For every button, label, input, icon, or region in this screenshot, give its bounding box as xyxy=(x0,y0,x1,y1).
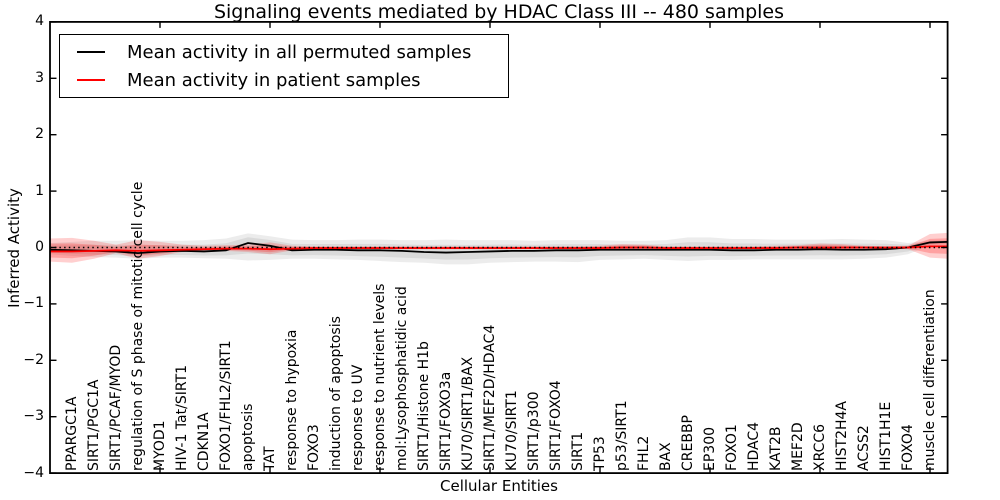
y-tick-label: 1 xyxy=(35,182,44,199)
x-tick-label: response to nutrient levels xyxy=(372,283,388,471)
x-tick-label: CDKN1A xyxy=(196,412,212,471)
legend: Mean activity in all permuted samples Me… xyxy=(59,34,509,98)
x-tick-label: SIRT1/p300 xyxy=(526,391,542,471)
y-tick-label: −4 xyxy=(23,464,44,481)
x-tick-label: EP300 xyxy=(702,426,718,471)
x-tick-label: SIRT1/Histone H1b xyxy=(416,341,432,471)
x-tick-label: MEF2D xyxy=(790,422,806,471)
x-tick-label: FHL2 xyxy=(636,435,652,471)
x-tick-label: SIRT1/PGC1A xyxy=(86,379,102,471)
legend-line-red-icon xyxy=(77,79,105,81)
x-tick-label: HDAC4 xyxy=(746,421,762,471)
x-tick-label: FOXO3 xyxy=(306,424,322,471)
y-tick-label: 3 xyxy=(35,69,44,86)
x-tick-label: muscle cell differentiation xyxy=(922,289,938,471)
x-tick-label: apoptosis xyxy=(240,403,256,471)
x-tick-label: CREBBP xyxy=(680,415,696,471)
x-tick-label: KAT2B xyxy=(768,426,784,472)
x-tick-label: SIRT1/MEF2D/HDAC4 xyxy=(482,324,498,471)
x-tick-label: HIST2H4A xyxy=(834,400,850,471)
legend-entry-permuted: Mean activity in all permuted samples xyxy=(77,42,508,63)
x-tick-label: KU70/SIRT1 xyxy=(504,390,520,471)
x-tick-label: SIRT1/FOXO3a xyxy=(438,371,454,471)
y-tick-label: 4 xyxy=(35,13,44,30)
x-tick-label: response to hypoxia xyxy=(284,329,300,471)
x-tick-label: p53/SIRT1 xyxy=(614,400,630,471)
y-tick-label: −1 xyxy=(23,295,44,312)
x-tick-label: FOXO4 xyxy=(900,424,916,471)
legend-line-black-icon xyxy=(77,51,105,53)
x-tick-label: MYOD1 xyxy=(152,420,168,471)
y-tick-label: −2 xyxy=(23,351,44,368)
legend-entry-patient: Mean activity in patient samples xyxy=(77,70,508,91)
x-tick-label: TP53 xyxy=(592,436,608,471)
x-tick-label: KU70/SIRT1/BAX xyxy=(460,356,476,471)
x-axis-label: Cellular Entities xyxy=(440,477,558,495)
legend-label-patient: Mean activity in patient samples xyxy=(127,69,421,91)
x-tick-label: HIV-1 Tat/SIRT1 xyxy=(174,364,190,471)
x-tick-label: induction of apoptosis xyxy=(328,316,344,471)
x-tick-label: SIRT1/PCAF/MYOD xyxy=(108,344,124,471)
y-tick-label: 0 xyxy=(35,239,44,255)
y-tick-label: 2 xyxy=(35,126,44,143)
x-tick-label: PPARGC1A xyxy=(64,396,80,471)
x-tick-label: BAX xyxy=(658,442,674,471)
x-tick-label: FOXO1 xyxy=(724,424,740,471)
x-tick-label: XRCC6 xyxy=(812,423,828,471)
x-tick-label: mol:Lysophosphatidic acid xyxy=(394,286,410,471)
x-tick-label: SIRT1 xyxy=(570,431,586,471)
legend-label-permuted: Mean activity in all permuted samples xyxy=(127,41,472,63)
chart-title: Signaling events mediated by HDAC Class … xyxy=(213,1,785,23)
x-tick-label: HIST1H1E xyxy=(878,401,894,471)
x-tick-label: regulation of S phase of mitotic cell cy… xyxy=(130,181,146,471)
x-tick-label: SIRT1/FOXO4 xyxy=(548,380,564,471)
x-tick-label: response to UV xyxy=(350,364,366,471)
x-tick-label: ACSS2 xyxy=(856,425,872,471)
x-tick-label: FOXO1/FHL2/SIRT1 xyxy=(218,340,234,471)
x-tick-label: TAT xyxy=(262,446,278,471)
y-tick-label: −3 xyxy=(23,408,44,425)
